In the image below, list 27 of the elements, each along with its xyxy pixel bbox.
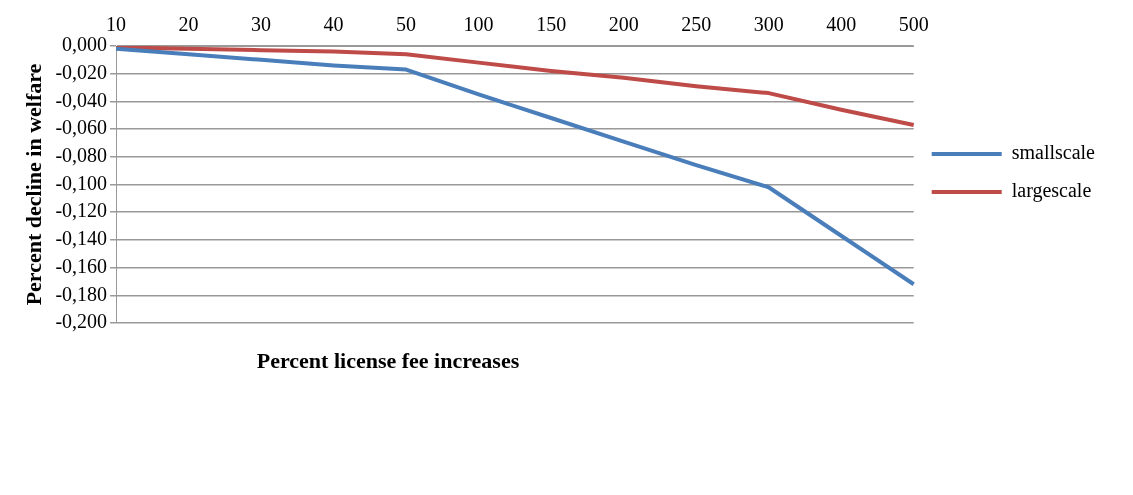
x-tick-label: 10 [106,13,127,36]
y-tick-label: -0,060 [55,116,108,139]
x-tick-label: 40 [323,13,344,36]
y-tick-label: -0,160 [55,254,108,277]
y-tick-label: 0,000 [62,33,108,56]
x-tick-label: 300 [753,13,784,36]
y-tick-label: -0,040 [55,88,108,111]
x-tick-label: 50 [396,13,417,36]
x-tick-label: 500 [898,13,929,36]
y-tick-label: -0,020 [55,60,108,83]
x-axis-title: Percent license fee increases [255,348,521,374]
x-tick-label: 30 [251,13,272,36]
y-tick-label: -0,140 [55,227,108,250]
x-tick-label: 400 [826,13,857,36]
x-tick-label: 200 [608,13,639,36]
y-tick-label: -0,200 [55,310,108,333]
x-tick-label: 150 [536,13,567,36]
legend-label: smallscale [1011,141,1096,164]
y-axis-title: Percent decline in welfare [20,63,46,306]
y-tick-label: -0,120 [55,199,108,222]
legend-label: largescale [1011,179,1092,203]
y-tick-label: -0,100 [55,171,108,194]
x-tick-label: 250 [681,13,712,36]
y-tick-label: -0,080 [55,144,108,167]
x-tick-label: 20 [178,13,199,36]
y-tick-label: -0,180 [55,282,108,305]
x-tick-label: 100 [463,13,494,36]
